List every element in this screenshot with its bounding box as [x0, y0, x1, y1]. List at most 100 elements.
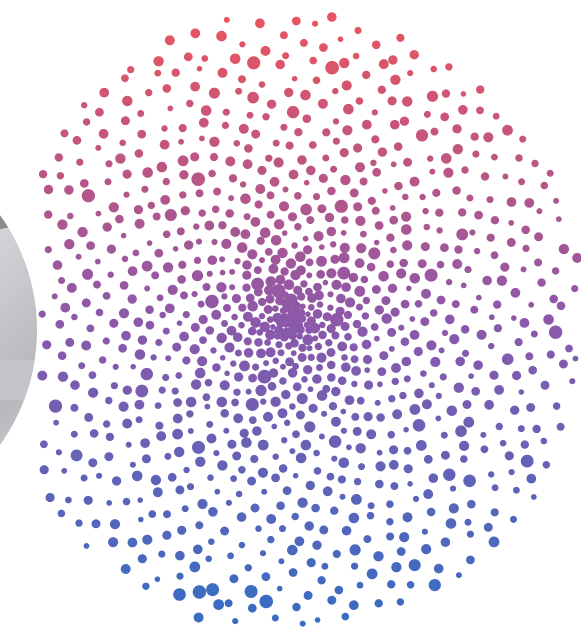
dot	[445, 315, 455, 325]
dot	[318, 331, 327, 340]
dot	[258, 468, 268, 478]
dot	[40, 440, 48, 448]
dot	[474, 211, 483, 220]
dot	[306, 272, 312, 278]
dot	[223, 304, 231, 312]
dot	[440, 373, 447, 380]
dot	[156, 431, 166, 441]
dot	[113, 364, 119, 370]
dot	[84, 496, 93, 505]
dot	[279, 377, 287, 385]
dot	[191, 172, 205, 186]
dot	[400, 117, 409, 126]
dot	[341, 428, 347, 434]
dot	[382, 188, 388, 194]
dot	[413, 496, 419, 502]
dot	[452, 259, 462, 269]
dot	[309, 57, 317, 65]
dot	[293, 382, 302, 391]
photo-circle	[0, 130, 42, 530]
dot	[53, 420, 59, 426]
dot	[374, 336, 380, 342]
dot	[270, 177, 280, 187]
dot	[46, 493, 55, 502]
dot	[251, 130, 260, 139]
dot	[245, 585, 258, 598]
dot	[58, 510, 66, 518]
dot	[313, 77, 321, 85]
dot	[260, 398, 266, 404]
dot	[430, 357, 440, 367]
dot	[153, 56, 163, 66]
dot	[404, 375, 411, 382]
dot	[461, 325, 470, 334]
dot	[474, 248, 480, 254]
dot	[207, 474, 214, 481]
dot	[484, 523, 493, 532]
dot	[280, 31, 288, 39]
dot	[264, 305, 273, 314]
dot	[319, 244, 325, 250]
dot	[254, 266, 262, 274]
dot	[172, 69, 180, 77]
dot	[409, 316, 415, 322]
dot	[510, 406, 519, 415]
dot	[163, 510, 171, 518]
dot	[193, 223, 199, 229]
dot	[96, 309, 104, 317]
dot	[108, 272, 114, 278]
dot	[242, 271, 251, 280]
dot	[274, 157, 284, 167]
dot	[188, 428, 194, 434]
dot	[416, 129, 428, 141]
dot	[146, 321, 155, 330]
dot	[391, 308, 400, 317]
dot	[135, 400, 145, 410]
dot	[488, 343, 494, 349]
dot	[389, 460, 399, 470]
dot	[234, 258, 240, 264]
dot	[64, 185, 74, 195]
dot	[349, 273, 358, 282]
dot	[279, 201, 289, 211]
dot	[220, 527, 229, 536]
dot	[39, 311, 46, 318]
dot	[371, 323, 379, 331]
dot	[259, 313, 265, 319]
dot	[465, 519, 472, 526]
dot	[195, 368, 206, 379]
dot	[292, 76, 298, 82]
dot	[177, 275, 186, 284]
dot	[312, 21, 318, 27]
dot-cloud-graphic	[0, 0, 581, 641]
dot	[244, 144, 253, 153]
dot	[37, 371, 47, 381]
dot	[244, 337, 252, 345]
dot	[333, 118, 339, 124]
dot	[159, 387, 166, 394]
dot	[399, 392, 406, 399]
dot	[103, 222, 112, 231]
dot	[294, 192, 302, 200]
dot	[436, 227, 442, 233]
dot	[306, 259, 314, 267]
dot	[118, 344, 127, 353]
dot	[549, 326, 562, 339]
dot	[163, 84, 172, 93]
dot	[121, 564, 131, 574]
dot	[206, 326, 215, 335]
dot	[137, 497, 143, 503]
dot	[303, 236, 309, 242]
dot	[510, 516, 517, 523]
dot	[507, 197, 517, 207]
dot	[373, 551, 383, 561]
dot	[336, 294, 346, 304]
dot	[336, 307, 345, 316]
dot	[415, 300, 423, 308]
dot	[199, 336, 207, 344]
dot	[260, 550, 266, 556]
dot	[141, 186, 148, 193]
dot	[197, 499, 207, 509]
dot	[192, 291, 198, 297]
dot	[86, 241, 95, 250]
